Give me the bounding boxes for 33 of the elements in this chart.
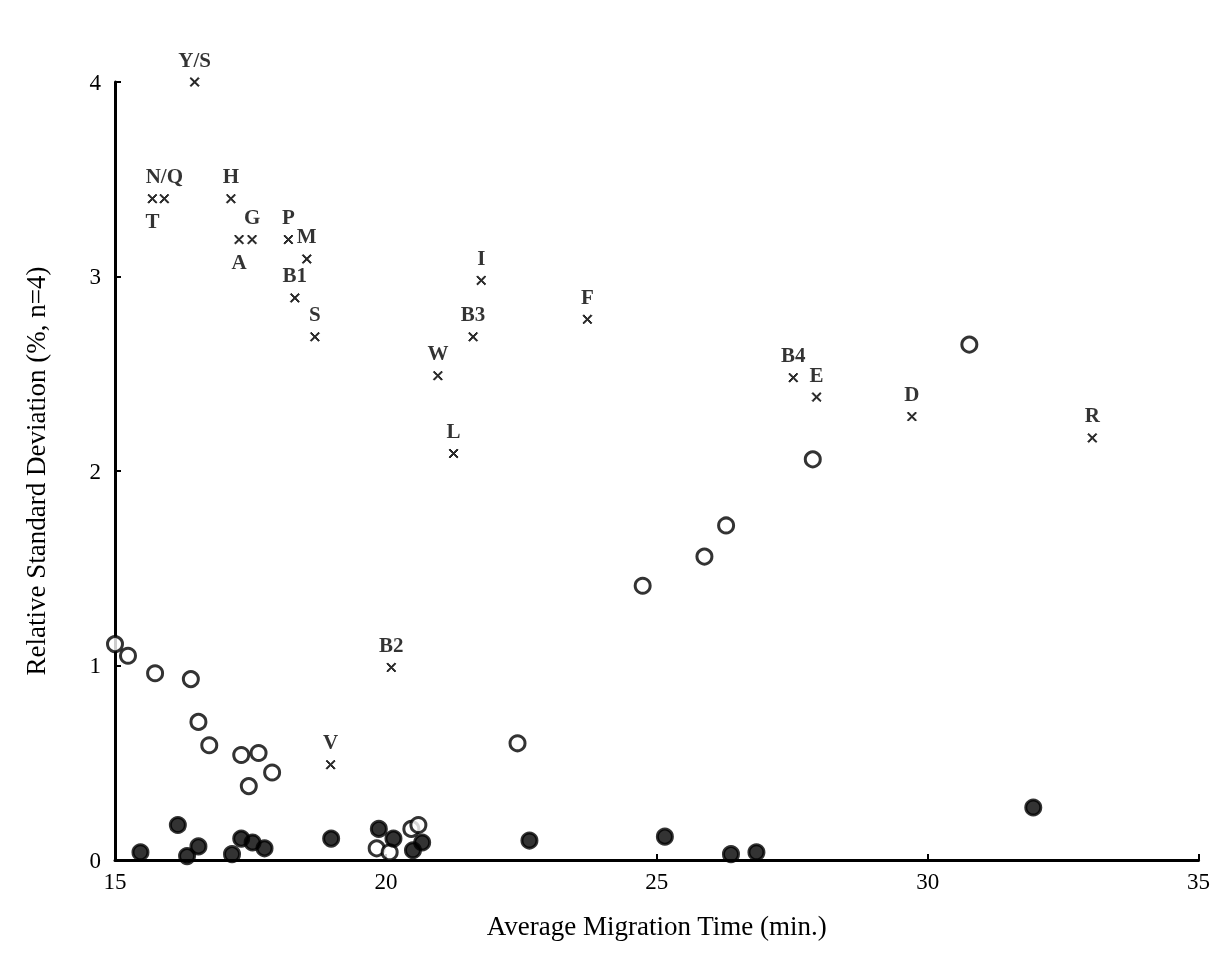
y-axis-title: Relative Standard Deviation (%, n=4) [20,266,51,676]
annotation: B2 [379,632,404,657]
annotation: R [1084,403,1101,428]
annotation: I [477,245,486,270]
y-tick-label: 3 [89,264,101,289]
annotation: W [427,341,449,366]
annotation: Y/S [178,47,211,72]
annotation: G [243,205,261,230]
annotation: B4 [781,343,807,368]
annotation: P [281,205,295,230]
annotation: N/Q [145,164,183,189]
annotation: M [296,224,317,249]
annotation: F [580,284,594,309]
annotation: B3 [460,302,486,327]
y-tick-label: 2 [89,458,101,484]
annotation: T [145,209,160,234]
annotation: D [904,382,920,407]
annotation: S [309,302,321,327]
x-tick-label: 35 [1187,869,1210,894]
annotation: B1 [282,263,308,288]
y-tick-label: 0 [89,847,101,873]
annotation: V [323,730,339,755]
x-tick-label: 25 [645,869,669,894]
annotation: E [809,362,824,387]
y-tick-label: 4 [89,69,102,95]
annotation: A [231,250,248,275]
x-axis-title: Average Migration Time (min.) [486,910,827,941]
x-tick-label: 30 [916,869,940,894]
y-tick-label: 1 [89,653,101,678]
x-tick-label: 20 [374,869,398,894]
annotation: L [446,418,461,443]
x-tick-label: 15 [103,869,127,894]
annotation: H [222,164,240,189]
